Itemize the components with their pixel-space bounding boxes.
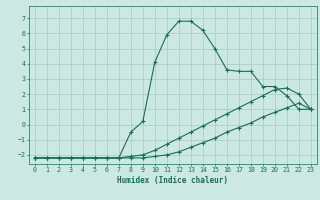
X-axis label: Humidex (Indice chaleur): Humidex (Indice chaleur) xyxy=(117,176,228,185)
